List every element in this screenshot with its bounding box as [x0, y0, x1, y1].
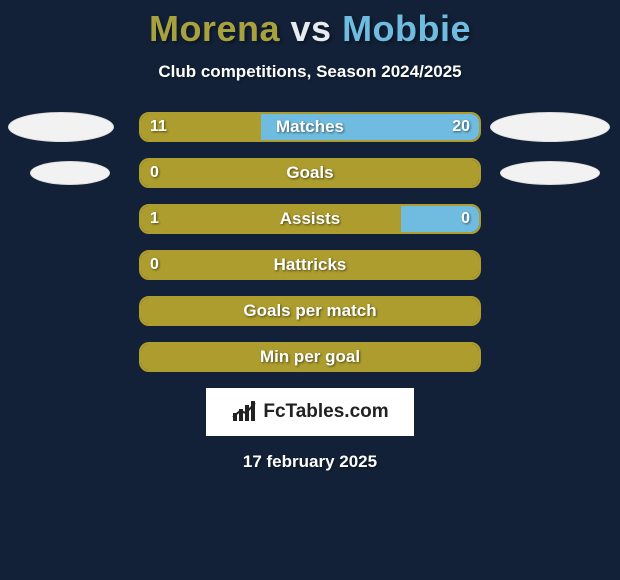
stat-bar-track	[139, 250, 481, 280]
stat-bar-track	[139, 158, 481, 188]
crest-left-secondary	[30, 161, 110, 185]
page-title: Morena vs Mobbie	[0, 0, 620, 50]
crest-right-secondary	[500, 161, 600, 185]
stats-panel: Matches1120 Goals0 Assists10 Hattricks0 Goal…	[0, 112, 620, 372]
subtitle: Club competitions, Season 2024/2025	[0, 62, 620, 82]
stat-row: Min per goal	[0, 342, 620, 372]
stat-row: Hattricks0	[0, 250, 620, 280]
stat-bar-left-segment	[141, 114, 261, 142]
stat-row: Assists10	[0, 204, 620, 234]
stat-bar-left-segment	[141, 252, 479, 280]
stat-bar-left-segment	[141, 298, 479, 326]
crest-left-primary	[8, 112, 114, 142]
branding-chart-icon	[231, 401, 257, 423]
stat-bar-track	[139, 204, 481, 234]
stat-bar-track	[139, 112, 481, 142]
branding-text: FcTables.com	[263, 401, 388, 423]
stat-bar-left-segment	[141, 344, 479, 372]
stat-row: Matches1120	[0, 112, 620, 142]
date-text: 17 february 2025	[0, 452, 620, 472]
stat-bar-track	[139, 296, 481, 326]
title-player2: Mobbie	[342, 8, 471, 49]
stat-bar-right-segment	[261, 114, 479, 142]
comparison-card: Morena vs Mobbie Club competitions, Seas…	[0, 0, 620, 580]
title-player1: Morena	[149, 8, 280, 49]
crest-right-primary	[490, 112, 610, 142]
branding-badge: FcTables.com	[206, 388, 414, 436]
stat-bar-left-segment	[141, 206, 401, 234]
title-vs: vs	[291, 8, 332, 49]
stat-bar-left-segment	[141, 160, 479, 188]
stat-bar-track	[139, 342, 481, 372]
stat-bar-right-segment	[401, 206, 479, 234]
stat-row: Goals per match	[0, 296, 620, 326]
stat-row: Goals0	[0, 158, 620, 188]
